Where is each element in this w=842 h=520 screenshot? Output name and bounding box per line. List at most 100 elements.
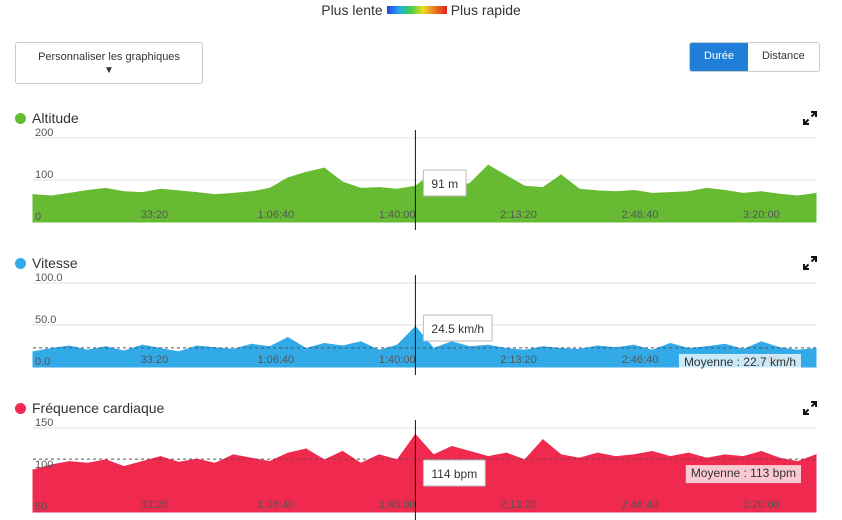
heart-rate-data-point (378, 454, 380, 456)
toggle-distance-button[interactable]: Distance (747, 43, 819, 71)
heart-rate-data-point (469, 450, 471, 453)
heart-rate-data-point (596, 452, 599, 454)
altitude-data-point (524, 185, 526, 187)
altitude-data-point (105, 187, 107, 189)
speed-series-dot (15, 257, 26, 269)
speed-data-point (651, 349, 653, 351)
speed-data-point (123, 350, 125, 352)
altitude-data-point (50, 195, 52, 197)
speed-data-point (196, 345, 198, 347)
altitude-data-point (360, 187, 362, 189)
speed-data-point (451, 341, 453, 343)
svg-text:24.5 km/h: 24.5 km/h (431, 322, 484, 336)
speed-data-point (542, 346, 544, 348)
customize-charts-label: Personnaliser les graphiques (38, 50, 180, 63)
speed-data-point (105, 346, 107, 348)
altitude-data-point (560, 174, 562, 176)
altitude-data-point (760, 191, 762, 193)
speed-data-point (797, 349, 799, 351)
expand-heart-rate-icon[interactable] (803, 401, 817, 415)
altitude-data-point (123, 191, 125, 193)
heart-rate-data-point (815, 454, 817, 456)
speed-data-point (341, 345, 344, 347)
heart-rate-data-point (487, 455, 489, 458)
altitude-data-point (724, 189, 726, 192)
altitude-series-dot (15, 112, 26, 124)
heart-rate-data-point (651, 450, 653, 453)
altitude-data-point (287, 177, 289, 179)
heart-rate-data-point (68, 461, 71, 463)
x-axis-mode-toggle: Durée Distance (689, 42, 820, 72)
expand-speed-icon[interactable] (803, 256, 817, 270)
heart-rate-data-point (633, 454, 635, 456)
speed-data-point (524, 349, 526, 351)
altitude-x-tick-label: 1:40:00 (379, 209, 416, 221)
speed-x-tick-label: 2:13:20 (500, 354, 537, 366)
heart-rate-data-point (451, 445, 453, 448)
heart-rate-x-tick-label: 33:20 (141, 499, 169, 511)
heart-rate-series-dot (15, 402, 26, 414)
heart-rate-average-label: Moyenne : 113 bpm (685, 465, 801, 484)
heart-rate-x-tick-label: 2:13:20 (500, 499, 537, 511)
legend-fast-label: Plus rapide (450, 2, 521, 18)
altitude-data-point (815, 192, 817, 195)
heart-rate-data-point (141, 461, 143, 463)
altitude-data-point (778, 193, 781, 195)
speed-data-point (141, 344, 143, 346)
altitude-data-point (68, 192, 71, 195)
altitude-data-point (159, 188, 162, 190)
heart-rate-data-point (560, 454, 562, 456)
speed-data-point (378, 349, 380, 351)
heart-rate-data-point (232, 454, 234, 456)
heart-rate-title-text: Fréquence cardiaque (32, 400, 165, 416)
svg-text:114 bpm: 114 bpm (431, 467, 477, 481)
heart-rate-data-point (360, 462, 362, 464)
speed-x-tick-label: 1:40:00 (379, 354, 416, 366)
speed-data-point (32, 351, 34, 353)
altitude-data-point (178, 190, 180, 192)
chart-title-speed: Vitesse (15, 255, 78, 271)
heart-rate-data-point (742, 455, 744, 458)
toggle-duration-button[interactable]: Durée (690, 43, 748, 71)
speed-data-point (269, 346, 271, 348)
heart-rate-data-point (323, 459, 325, 461)
speed-y-tick-label: 50.0 (35, 314, 56, 326)
speed-data-point (178, 351, 180, 353)
altitude-y-tick-label: 100 (35, 169, 53, 181)
svg-text:Moyenne : 22.7 km/h: Moyenne : 22.7 km/h (684, 355, 796, 369)
caret-down-icon: ▼ (104, 64, 114, 76)
heart-rate-data-point (87, 462, 89, 464)
altitude-data-point (687, 191, 690, 193)
customize-charts-button[interactable]: Personnaliser les graphiques ▼ (15, 42, 203, 84)
heart-rate-data-point (669, 455, 671, 458)
heart-rate-y-tick-label: 100 (35, 459, 53, 471)
heart-rate-x-tick-label: 3:20:00 (743, 499, 780, 511)
heart-rate-data-point (287, 452, 289, 454)
speed-data-point (505, 347, 508, 350)
heart-rate-data-point (178, 461, 180, 464)
heart-rate-data-point (797, 461, 799, 463)
speed-x-tick-label: 1:06:40 (257, 354, 294, 366)
heart-rate-data-point (524, 459, 526, 461)
heart-rate-data-point (615, 455, 617, 458)
altitude-data-point (487, 164, 489, 166)
speed-y-tick-label: 100.0 (35, 272, 63, 284)
altitude-data-point (305, 171, 307, 174)
heart-rate-chart: 50 100 150 33:20 1:06:40 1:40:00 2:13:20 2:46:4… (32, 417, 817, 520)
altitude-data-point (269, 187, 271, 189)
speed-data-point (287, 337, 289, 339)
heart-rate-data-point (305, 448, 307, 450)
altitude-data-point (669, 192, 671, 194)
speed-data-point (596, 345, 599, 347)
speed-y-tick-label: 0.0 (35, 356, 50, 368)
heart-rate-data-point (542, 439, 544, 441)
heart-rate-data-point (724, 454, 726, 456)
legend-slow-label: Plus lente (321, 2, 383, 18)
expand-altitude-icon[interactable] (803, 111, 817, 125)
speed-data-point (469, 346, 471, 348)
speed-data-point (323, 342, 325, 345)
heart-rate-data-point (159, 455, 162, 458)
heart-rate-data-point (250, 457, 253, 459)
svg-text:91 m: 91 m (431, 177, 458, 191)
heart-rate-y-tick-label: 50 (35, 501, 47, 513)
